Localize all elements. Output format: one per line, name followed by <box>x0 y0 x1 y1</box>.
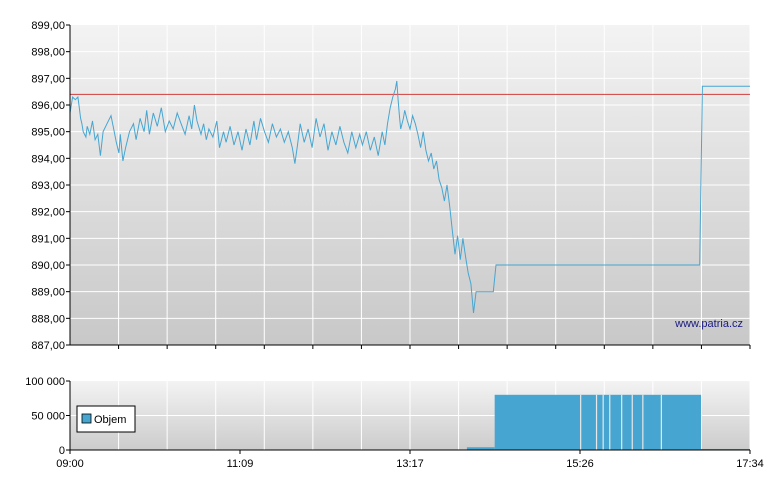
volume-y-tick-label: 100 000 <box>25 376 65 388</box>
volume-bars <box>466 394 750 450</box>
price-grid <box>70 25 751 345</box>
price-y-tick-label: 893,00 <box>31 180 65 192</box>
price-y-tick-label: 888,00 <box>31 313 65 325</box>
volume-x-axis: 09:00 11:09 13:17 15:26 17:34 <box>56 450 764 470</box>
price-y-tick-label: 891,00 <box>31 233 65 245</box>
volume-x-tick-label: 13:17 <box>396 458 424 470</box>
volume-y-tick-label: 50 000 <box>31 411 65 423</box>
volume-y-axis: 100 000 50 000 0 <box>25 376 70 457</box>
price-y-tick-label: 890,00 <box>31 260 65 272</box>
watermark-text: www.patria.cz <box>674 318 743 330</box>
price-y-tick-label: 896,00 <box>31 100 65 112</box>
legend: Objem <box>76 405 136 433</box>
price-y-axis: 899,00 898,00 897,00 896,00 895,00 894,00 893,… <box>31 20 70 352</box>
price-y-tick-label: 897,00 <box>31 73 65 85</box>
volume-bar <box>494 394 702 450</box>
legend-label: Objem <box>94 414 126 426</box>
volume-bar <box>466 447 495 450</box>
price-y-tick-label: 895,00 <box>31 127 65 139</box>
price-y-tick-label: 889,00 <box>31 287 65 299</box>
volume-y-tick-label: 0 <box>59 445 65 457</box>
price-panel: 899,00 898,00 897,00 896,00 895,00 894,00 893,… <box>31 20 751 352</box>
price-y-tick-label: 892,00 <box>31 207 65 219</box>
price-x-ticks <box>118 345 751 349</box>
price-y-tick-label: 894,00 <box>31 153 65 165</box>
volume-bar <box>701 448 750 450</box>
volume-panel: 100 000 50 000 0 09:00 11:09 13:17 15:26 17:34… <box>25 376 764 470</box>
price-series-line <box>69 80 750 314</box>
volume-x-tick-label: 15:26 <box>566 458 594 470</box>
volume-x-tick-label: 17:34 <box>736 458 764 470</box>
volume-x-tick-label: 11:09 <box>227 458 254 470</box>
price-y-tick-label: 898,00 <box>31 47 65 59</box>
legend-swatch <box>81 413 92 424</box>
volume-x-tick-label: 09:00 <box>56 458 84 470</box>
price-y-tick-label: 899,00 <box>31 20 65 32</box>
price-y-tick-label: 887,00 <box>31 340 65 352</box>
